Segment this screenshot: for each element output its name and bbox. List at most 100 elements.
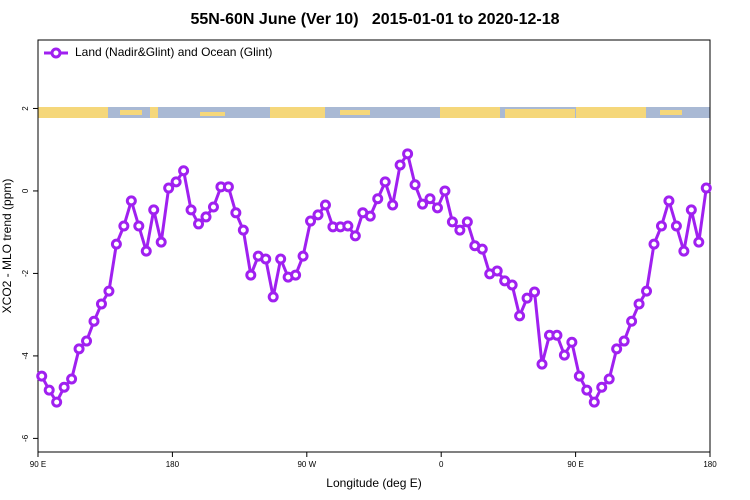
data-point: [207, 201, 219, 213]
data-point: [95, 298, 107, 310]
data-point: [551, 329, 563, 341]
data-point: [618, 335, 630, 347]
y-tick-label: -2: [21, 269, 30, 277]
data-point: [88, 315, 100, 327]
data-point: [700, 182, 712, 194]
data-point: [409, 179, 421, 191]
data-point: [461, 216, 473, 228]
data-point: [506, 279, 518, 291]
legend-marker: [50, 47, 62, 59]
data-point: [349, 230, 361, 242]
data-point: [693, 236, 705, 248]
data-point: [633, 298, 645, 310]
data-point: [222, 181, 234, 193]
data-point: [476, 243, 488, 255]
x-axis-label: Longitude (deg E): [326, 476, 421, 490]
data-point: [170, 176, 182, 188]
data-point: [58, 381, 70, 393]
data-point: [417, 198, 429, 210]
data-point: [193, 218, 205, 230]
data-point: [200, 211, 212, 223]
x-tick-label: 90 E: [30, 460, 46, 469]
data-point: [663, 195, 675, 207]
data-point: [155, 236, 167, 248]
map-strip: [38, 107, 710, 118]
data-point: [588, 396, 600, 408]
x-tick-label: 180: [703, 460, 717, 469]
data-point: [641, 285, 653, 297]
data-point: [685, 204, 697, 216]
data-point: [491, 265, 503, 277]
data-point: [439, 185, 451, 197]
data-point: [529, 286, 541, 298]
data-point: [514, 310, 526, 322]
data-point: [43, 384, 55, 396]
series-line: [40, 150, 708, 406]
data-point: [178, 165, 190, 177]
data-point: [267, 291, 279, 303]
data-point: [110, 238, 122, 250]
data-point: [379, 176, 391, 188]
data-point: [260, 253, 272, 265]
data-point: [558, 349, 570, 361]
plot-frame: [37, 39, 711, 453]
data-point: [364, 210, 376, 222]
data-point: [454, 224, 466, 236]
data-point: [573, 370, 585, 382]
data-point: [125, 195, 137, 207]
data-point: [655, 220, 667, 232]
data-point: [312, 209, 324, 221]
data-point: [596, 381, 608, 393]
chart-title: 55N-60N June (Ver 10) 2015-01-01 to 2020…: [190, 11, 559, 28]
data-point: [319, 199, 331, 211]
data-point: [521, 292, 533, 304]
data-point: [402, 148, 414, 160]
legend-label: Land (Nadir&Glint) and Ocean (Glint): [75, 45, 272, 59]
data-point: [372, 193, 384, 205]
data-point: [51, 396, 63, 408]
x-tick-label: 90 E: [567, 460, 583, 469]
y-tick-label: 0: [21, 188, 30, 193]
data-point: [626, 315, 638, 327]
data-point: [611, 343, 623, 355]
y-tick-label: 2: [21, 106, 30, 111]
data-point: [148, 204, 160, 216]
y-tick-label: -4: [21, 352, 30, 360]
data-point: [536, 358, 548, 370]
data-point: [297, 250, 309, 262]
data-point: [342, 220, 354, 232]
data-point: [103, 285, 115, 297]
data-point: [230, 207, 242, 219]
data-point: [275, 253, 287, 265]
data-point: [66, 373, 78, 385]
y-axis-label: XCO2 - MLO trend (ppm): [0, 179, 14, 314]
data-point: [73, 343, 85, 355]
data-point: [670, 220, 682, 232]
data-point: [36, 370, 48, 382]
data-point: [603, 373, 615, 385]
data-point: [305, 215, 317, 227]
data-point: [81, 335, 93, 347]
data-point: [566, 336, 578, 348]
data-point: [424, 193, 436, 205]
data-point: [581, 384, 593, 396]
x-tick-label: 180: [166, 460, 180, 469]
data-point: [290, 269, 302, 281]
x-tick-label: 90 W: [297, 460, 316, 469]
data-point: [446, 216, 458, 228]
data-point: [237, 224, 249, 236]
data-point: [394, 159, 406, 171]
y-tick-label: -6: [21, 434, 30, 442]
data-point: [133, 220, 145, 232]
data-point: [118, 220, 130, 232]
data-point: [431, 202, 443, 214]
data-point: [678, 245, 690, 257]
data-point: [245, 269, 257, 281]
data-point: [648, 238, 660, 250]
data-point: [163, 182, 175, 194]
data-point: [140, 245, 152, 257]
x-tick-label: 0: [439, 460, 444, 469]
data-point: [185, 204, 197, 216]
